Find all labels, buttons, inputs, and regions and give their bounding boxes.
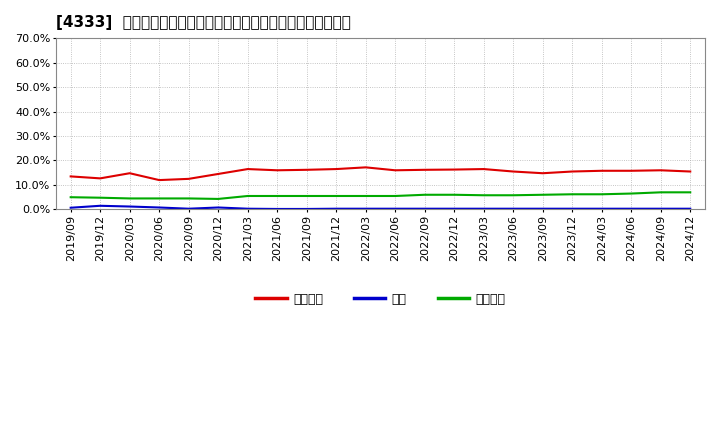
売上債権 [598,168,606,173]
売上債権 [657,168,665,173]
在庫 [332,206,341,211]
売上債権 [361,165,370,170]
買入債務 [480,193,488,198]
買入債務 [302,193,311,198]
在庫 [184,206,193,211]
売上債権 [66,174,75,179]
売上債権 [420,167,429,172]
売上債権 [391,168,400,173]
在庫 [96,203,104,209]
売上債権 [568,169,577,174]
在庫 [657,206,665,211]
買入債務 [184,196,193,201]
買入債務 [509,193,518,198]
買入債務 [686,190,695,195]
Line: 在庫: 在庫 [71,206,690,209]
在庫 [539,206,547,211]
在庫 [361,206,370,211]
在庫 [450,206,459,211]
在庫 [214,205,222,210]
在庫 [627,206,636,211]
買入債務 [243,193,252,198]
在庫 [480,206,488,211]
Line: 買入債務: 買入債務 [71,192,690,199]
在庫 [243,206,252,211]
買入債務 [125,196,134,201]
売上債権 [273,168,282,173]
売上債権 [96,176,104,181]
Line: 売上債権: 売上債権 [71,167,690,180]
売上債権 [509,169,518,174]
在庫 [598,206,606,211]
買入債務 [66,194,75,200]
Legend: 売上債権, 在庫, 買入債務: 売上債権, 在庫, 買入債務 [251,288,510,311]
売上債権 [243,166,252,172]
売上債権 [184,176,193,181]
在庫 [273,206,282,212]
在庫 [125,204,134,209]
在庫 [302,206,311,212]
在庫 [509,206,518,211]
買入債務 [598,192,606,197]
売上債権 [450,167,459,172]
在庫 [420,206,429,211]
買入債務 [273,193,282,198]
売上債権 [125,171,134,176]
売上債権 [302,167,311,172]
売上債権 [332,166,341,172]
買入債務 [361,193,370,198]
買入債務 [450,192,459,198]
売上債権 [155,177,163,183]
買入債務 [155,196,163,201]
買入債務 [568,192,577,197]
買入債務 [627,191,636,196]
売上債権 [214,171,222,176]
売上債権 [627,168,636,173]
在庫 [568,206,577,211]
買入債務 [539,192,547,198]
買入債務 [332,193,341,198]
在庫 [155,205,163,210]
買入債務 [420,192,429,198]
売上債権 [539,171,547,176]
売上債権 [480,166,488,172]
在庫 [66,205,75,210]
Text: [4333]  売上債権、在庫、買入債務の総資産に対する比率の推移: [4333] 売上債権、在庫、買入債務の総資産に対する比率の推移 [56,15,351,30]
買入債務 [214,196,222,202]
在庫 [686,206,695,211]
在庫 [391,206,400,211]
売上債権 [686,169,695,174]
買入債務 [391,193,400,198]
買入債務 [96,195,104,200]
買入債務 [657,190,665,195]
